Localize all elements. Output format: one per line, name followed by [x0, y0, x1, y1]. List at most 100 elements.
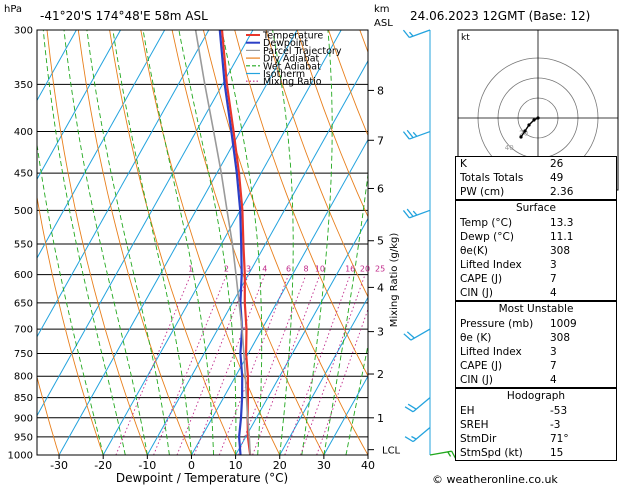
wind-barb-flag [404, 436, 414, 443]
dry-adiabat [37, 194, 104, 455]
axes-labels: 3003504004505005506006507007508008509009… [8, 26, 401, 473]
dry-adiabat [296, 30, 368, 218]
pressure-tick-label: 550 [14, 239, 33, 250]
surface-row: CIN (J) 4 [456, 286, 616, 300]
mixing-ratio-label: 8 [303, 265, 308, 274]
surface-label: θe(K) [460, 245, 488, 257]
wind-barb-flag [402, 131, 410, 140]
most-unstable-row: CIN (J) 4 [456, 373, 616, 387]
hodograph-point [527, 123, 531, 127]
km-tick-label: 1 [377, 412, 384, 425]
mixing-ratio-line [115, 274, 192, 455]
surface-row: Dewp (°C) 11.1 [456, 230, 616, 244]
km-tick-label: 4 [377, 281, 384, 294]
pressure-tick-label: 950 [14, 432, 33, 443]
dry-adiabat [109, 30, 237, 455]
wet-adiabat [42, 30, 126, 455]
surface-row: CAPE (J) 7 [456, 272, 616, 286]
most-unstable-row: CAPE (J) 7 [456, 359, 616, 373]
most-unstable-label: Lifted Index [460, 346, 522, 358]
x-tick-label: -30 [50, 459, 68, 472]
mixing-ratio-label: 6 [286, 265, 291, 274]
mixing-ratio-line [252, 274, 321, 455]
dry-adiabat [234, 30, 368, 377]
wet-adiabat [221, 30, 263, 455]
most-unstable-value: 4 [550, 374, 557, 386]
x-tick-label: 20 [273, 459, 287, 472]
location-title: -41°20'S 174°48'E 58m ASL [40, 9, 208, 23]
hodograph-stat-label: EH [460, 405, 475, 417]
pressure-tick-label: 850 [14, 393, 33, 404]
wind-barb-half-flag [409, 31, 414, 37]
most-unstable-value: 7 [550, 360, 557, 372]
wet-adiabat [301, 30, 333, 455]
isotherm-line [37, 30, 254, 417]
most-unstable-label: CIN (J) [460, 374, 493, 386]
wet-adiabat [112, 30, 192, 455]
hodograph-stat-row: StmSpd (kt) 15 [456, 446, 616, 460]
index-row: K 26 [456, 157, 616, 171]
mixing-ratio-label: 1 [188, 265, 193, 274]
wind-barb-flag [406, 208, 414, 217]
hodograph-stat-value: -3 [550, 419, 561, 431]
pressure-tick-label: 700 [14, 325, 33, 336]
wind-barb-staff [412, 397, 431, 413]
isotherm-line [146, 59, 368, 455]
wind-barb-flag [406, 129, 414, 139]
profile-dewpoint [218, 30, 244, 455]
wind-barb-staff [409, 209, 431, 219]
index-row: Totals Totals 49 [456, 171, 616, 185]
mixing-ratio-line [153, 274, 227, 455]
hodograph-unit: kt [461, 33, 470, 43]
isotherm-line [191, 138, 368, 455]
most-unstable-label: Pressure (mb) [460, 318, 534, 330]
wet-adiabat [272, 30, 294, 455]
most-unstable-label: CAPE (J) [460, 360, 503, 372]
surface-value: 13.3 [550, 217, 574, 229]
wet-adiabat [345, 343, 368, 455]
pressure-tick-label: 750 [14, 349, 33, 360]
watermark: © weatheronline.co.uk [432, 473, 558, 486]
legend-label: Wet Adiabat [263, 61, 321, 72]
wet-adiabat [178, 30, 237, 455]
wind-barb-flag [403, 333, 412, 341]
wind-barb-half-flag [447, 451, 452, 457]
pressure-tick-label: 500 [14, 206, 33, 217]
legend-label: Parcel Trajectory [263, 46, 342, 57]
mixing-ratio-label: 3 [246, 265, 251, 274]
profile-parcel-trajectory [194, 30, 251, 455]
hodograph-section: Hodograph EH -53 SREH -3 StmDir 71° StmSpd (kt… [456, 387, 616, 460]
surface-title: Surface [456, 200, 616, 216]
wind-barb-flag [404, 406, 414, 413]
mixing-ratio-line [218, 274, 289, 455]
surface-value: 7 [550, 273, 557, 285]
km-tick-label: 7 [377, 134, 384, 147]
mixing-ratio-line [193, 274, 266, 455]
x-tick-label: -10 [138, 459, 156, 472]
pressure-tick-label: 800 [14, 372, 33, 383]
dry-adiabat [140, 30, 281, 455]
wind-barb-staff [410, 328, 431, 341]
dry-adiabat [171, 30, 325, 455]
wind-barb-flag [407, 403, 417, 410]
mixing-ratio-axis-label: Mixing Ratio (g/kg) [389, 233, 400, 328]
most-unstable-value: 308 [550, 332, 571, 344]
hodograph-stat-row: EH -53 [456, 404, 616, 418]
dry-adiabat [265, 30, 368, 298]
mixing-ratio-line [237, 274, 307, 455]
index-label: Totals Totals [460, 172, 524, 184]
hodograph-point [532, 118, 536, 122]
dry-adiabat [37, 375, 60, 455]
surface-label: CIN (J) [460, 287, 493, 299]
most-unstable-section: Most Unstable Pressure (mb) 1009 θe (K) 308… [456, 300, 616, 387]
most-unstable-value: 1009 [550, 318, 577, 330]
km-tick-label: 6 [377, 182, 384, 195]
surface-row: θe(K) 308 [456, 244, 616, 258]
hodograph-stat-label: SREH [460, 419, 489, 431]
pressure-unit: hPa [4, 4, 22, 15]
datetime-title: 24.06.2023 12GMT (Base: 12) [410, 9, 590, 23]
legend-label: Mixing Ratio [263, 77, 322, 88]
wind-barb-staff [409, 130, 431, 140]
pressure-tick-label: 400 [14, 127, 33, 138]
